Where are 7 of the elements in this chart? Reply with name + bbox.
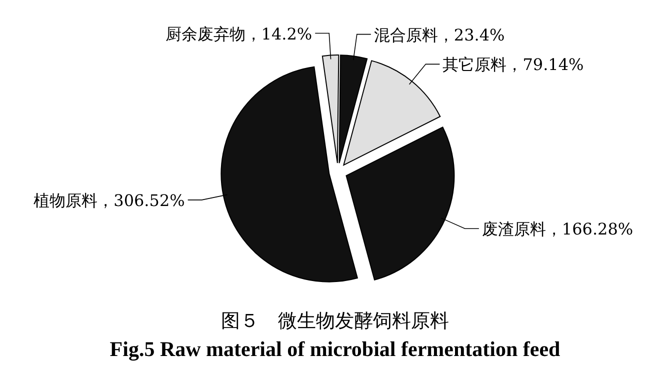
slice-label: 其它原料，79.14% [442, 55, 584, 74]
slice-label: 混合原料，23.4% [374, 25, 505, 44]
slice-label: 厨余废弃物，14.2% [165, 24, 312, 44]
slice-label: 废渣原料，166.28% [482, 220, 634, 239]
text: 图５ 微生物发酵饲料原料 [221, 310, 449, 332]
text: Fig.5 Raw material of microbial fermentation feed [110, 337, 561, 361]
slice-label: 植物原料，306.52% [34, 190, 185, 210]
